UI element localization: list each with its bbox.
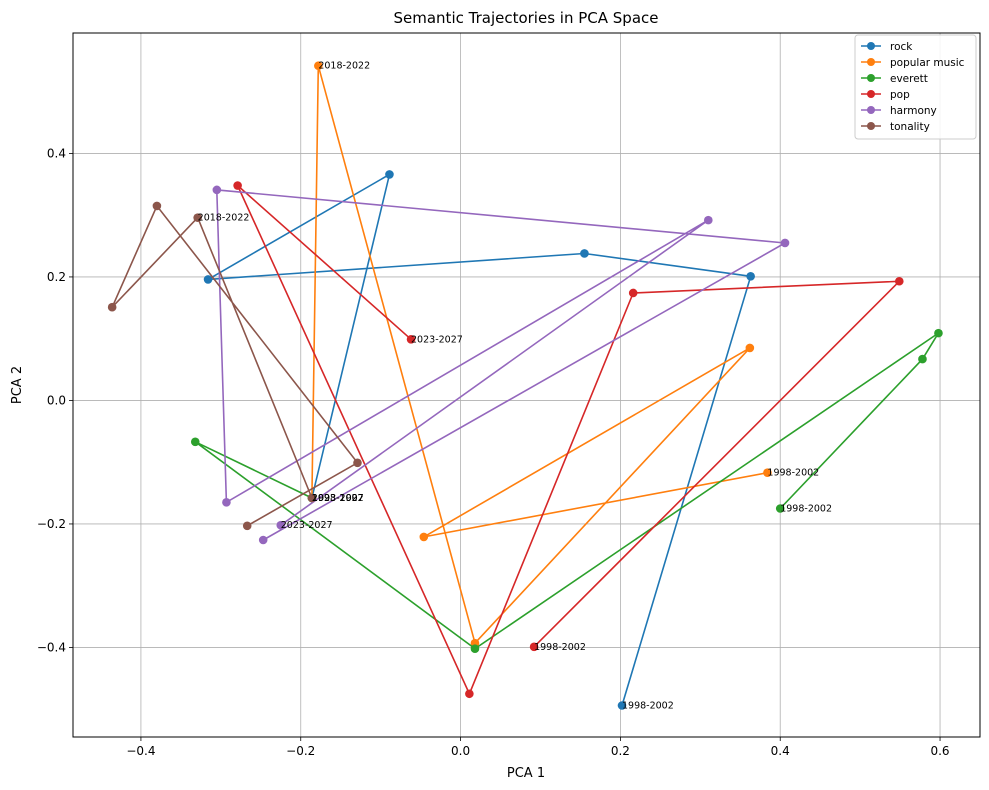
data-point-rock xyxy=(203,275,213,284)
data-point-tonality xyxy=(107,302,117,312)
series-line-harmony xyxy=(215,189,788,541)
x-axis-label: PCA 1 xyxy=(507,766,545,781)
data-point-pop xyxy=(233,181,242,190)
point-annotation: 1993-1997 xyxy=(312,493,364,504)
data-point-pop xyxy=(406,335,416,344)
legend-swatch-marker xyxy=(867,42,875,50)
data-point-harmony xyxy=(212,185,222,195)
series-layer xyxy=(107,61,943,710)
data-point-popular-music xyxy=(314,61,323,71)
legend-swatch-marker xyxy=(867,58,875,66)
chart-title: Semantic Trajectories in PCA Space xyxy=(394,9,659,27)
data-point-pop xyxy=(529,642,539,652)
x-tick-label: 0.4 xyxy=(771,744,790,758)
data-point-everett xyxy=(934,328,943,338)
data-point-rock xyxy=(580,249,589,258)
data-point-harmony xyxy=(276,520,286,530)
data-point-harmony xyxy=(258,535,268,545)
legend-label: rock xyxy=(890,41,913,53)
data-point-harmony xyxy=(780,238,790,248)
point-annotation: 1998-2002 xyxy=(534,642,586,653)
legend-label: popular music xyxy=(890,57,965,69)
point-annotation: 1998-2002 xyxy=(767,468,819,479)
data-point-everett xyxy=(775,504,785,513)
point-annotation: 2018-2022 xyxy=(318,61,370,72)
data-point-tonality xyxy=(152,201,162,211)
legend-label: everett xyxy=(890,73,928,85)
data-point-rock xyxy=(385,170,394,179)
data-point-harmony xyxy=(222,498,231,507)
point-annotation: 2023-2027 xyxy=(281,520,333,531)
legend-swatch-marker xyxy=(867,122,875,130)
point-annotation: 2023-2027 xyxy=(411,334,463,345)
legend-label: tonality xyxy=(890,121,930,133)
data-point-harmony xyxy=(703,215,713,225)
data-point-everett xyxy=(470,644,480,653)
axis-ticks: −0.4 −0.2 0.0 0.2 0.4 0.6 −0.4 −0.2 0.0 0.2 0.4 xyxy=(37,146,950,758)
data-point-tonality xyxy=(307,493,317,503)
series-line-pop xyxy=(236,184,902,696)
legend-swatch-marker xyxy=(867,106,875,114)
y-tick-label: −0.4 xyxy=(37,640,66,654)
series-line-everett xyxy=(194,332,940,650)
data-point-everett xyxy=(918,354,927,364)
x-tick-label: 0.2 xyxy=(611,744,630,758)
point-annotation: 1998-2002 xyxy=(780,504,832,515)
y-tick-label: 0.4 xyxy=(47,146,66,160)
grid-lines xyxy=(73,33,980,737)
annotations-layer: 1998-2002 1998-2002 1998-2002 1998-2002 1998… xyxy=(198,61,832,712)
data-point-popular-music xyxy=(419,532,429,542)
data-point-popular-music xyxy=(763,468,772,477)
data-point-popular-music xyxy=(745,343,755,353)
data-point-rock xyxy=(617,701,627,710)
data-point-pop xyxy=(628,288,638,298)
x-tick-label: 0.6 xyxy=(930,744,949,758)
x-tick-label: 0.0 xyxy=(451,744,470,758)
point-annotation: 2018-2022 xyxy=(198,213,250,224)
data-point-tonality xyxy=(193,213,202,222)
legend-label: harmony xyxy=(890,105,937,117)
data-point-tonality xyxy=(242,521,252,531)
data-point-rock xyxy=(746,272,755,281)
x-tick-label: −0.2 xyxy=(286,744,315,758)
data-point-pop xyxy=(465,689,474,699)
data-point-pop xyxy=(894,276,904,286)
y-axis-label: PCA 2 xyxy=(10,366,25,404)
point-annotation: 1998-2002 xyxy=(622,701,674,712)
data-point-everett xyxy=(190,437,200,447)
point-annotation: 2023-2027 xyxy=(312,493,364,504)
y-tick-label: −0.2 xyxy=(37,517,66,531)
y-tick-label: 0.0 xyxy=(47,393,66,407)
x-tick-label: −0.4 xyxy=(126,744,155,758)
legend: rock popular music everett pop harmony tonali… xyxy=(854,34,977,140)
legend-label: pop xyxy=(890,89,910,101)
legend-swatch-marker xyxy=(867,90,875,98)
plot-frame xyxy=(72,32,981,738)
series-line-tonality xyxy=(111,204,359,527)
data-point-tonality xyxy=(353,458,362,468)
y-tick-label: 0.2 xyxy=(47,270,66,284)
series-line-popular-music xyxy=(311,65,768,645)
point-annotation: 1998-2002 xyxy=(312,493,364,504)
legend-box xyxy=(854,34,977,140)
legend-swatch-marker xyxy=(867,74,875,82)
series-line-rock xyxy=(207,172,752,706)
